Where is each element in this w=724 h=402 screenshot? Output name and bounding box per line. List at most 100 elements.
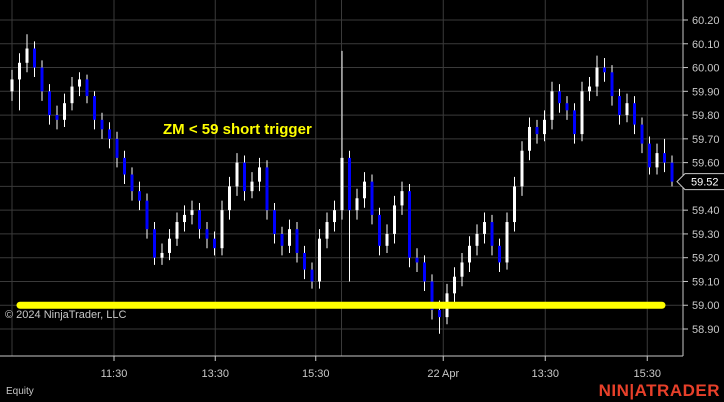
candle-body: [655, 153, 659, 168]
y-tick-label: 59.10: [692, 276, 720, 288]
candle-body: [288, 229, 291, 246]
candle: [573, 103, 576, 144]
candle: [63, 93, 66, 127]
y-tick-label: 59.40: [692, 205, 720, 217]
candle: [400, 181, 404, 215]
candle: [100, 112, 104, 139]
candle-body: [400, 191, 404, 206]
candle: [565, 96, 569, 120]
candle-body: [123, 157, 126, 175]
candle: [153, 222, 156, 265]
candle: [40, 60, 44, 101]
candle: [228, 176, 231, 220]
candle: [550, 81, 554, 130]
candle: [378, 207, 381, 256]
candle: [10, 69, 14, 101]
candle-body: [213, 238, 216, 249]
candle-body: [618, 96, 621, 116]
candle-body: [468, 245, 471, 263]
candle: [25, 34, 29, 73]
candle-body: [595, 67, 599, 87]
candle-body: [460, 262, 464, 277]
candle-body: [640, 124, 644, 144]
candle-body: [33, 48, 36, 68]
candle-body: [153, 229, 156, 258]
candle-body: [108, 129, 111, 139]
candle-body: [138, 191, 141, 201]
candle: [235, 153, 239, 196]
candle: [475, 224, 479, 256]
candle: [130, 167, 134, 201]
candle: [138, 181, 141, 211]
candle-body: [93, 96, 96, 120]
candle-body: [483, 222, 486, 234]
candle: [168, 229, 171, 261]
candle: [370, 174, 374, 225]
candle: [648, 136, 651, 175]
candle-body: [228, 186, 231, 211]
candle: [363, 172, 366, 208]
candle-body: [633, 103, 636, 125]
candle: [213, 231, 216, 256]
x-tick-label: 13:30: [201, 368, 229, 380]
candle-body: [190, 210, 194, 215]
candle-body: [310, 269, 314, 282]
candle-body: [415, 257, 419, 263]
candle-body: [543, 119, 546, 135]
candle-body: [340, 157, 344, 211]
candle-body: [70, 86, 74, 104]
x-tick-label: 11:30: [101, 368, 128, 380]
y-tick-label: 60.20: [692, 15, 720, 27]
candle-body: [265, 167, 269, 211]
candle: [348, 150, 351, 282]
last-price-label: 59.52: [691, 177, 719, 189]
candle: [393, 195, 396, 244]
candle-body: [303, 252, 306, 270]
candle-body: [40, 67, 44, 92]
candle-body: [18, 62, 21, 80]
candle-body: [610, 72, 614, 97]
candle: [408, 184, 411, 268]
candle-body: [363, 181, 366, 199]
candle-body: [318, 238, 321, 282]
x-tick-label: 15:30: [302, 368, 330, 380]
y-tick-label: 59.80: [692, 110, 720, 122]
candle-body: [378, 214, 381, 246]
candle: [295, 222, 299, 263]
candle-body: [430, 281, 434, 310]
candle: [453, 267, 456, 303]
candle-body: [48, 91, 51, 116]
candle-body: [408, 191, 411, 258]
candle: [430, 274, 434, 320]
candle: [190, 200, 194, 225]
candle: [108, 122, 111, 149]
candle: [625, 93, 629, 123]
candle: [273, 203, 276, 244]
candle-body: [385, 233, 389, 246]
candle: [85, 74, 89, 104]
candle: [603, 58, 606, 82]
candle: [318, 229, 321, 289]
candle-body: [183, 214, 186, 223]
candle-body: [145, 200, 149, 230]
y-tick-label: 59.70: [692, 134, 720, 146]
x-tick-label: 15:30: [633, 368, 661, 380]
candle: [70, 77, 74, 111]
candle-body: [490, 222, 494, 246]
candle: [588, 77, 591, 101]
candle: [55, 105, 59, 130]
candle-body: [243, 162, 246, 192]
candle-body: [648, 143, 651, 168]
candle: [415, 248, 419, 272]
y-tick-label: 59.30: [692, 229, 720, 241]
candle: [460, 252, 464, 287]
candle: [303, 245, 306, 280]
candle: [33, 41, 36, 78]
candle-body: [603, 67, 606, 73]
y-tick-label: 59.00: [692, 300, 720, 312]
candle-body: [205, 229, 209, 239]
candle: [243, 155, 246, 201]
candle: [288, 219, 291, 253]
last-price-tag: [676, 173, 724, 191]
